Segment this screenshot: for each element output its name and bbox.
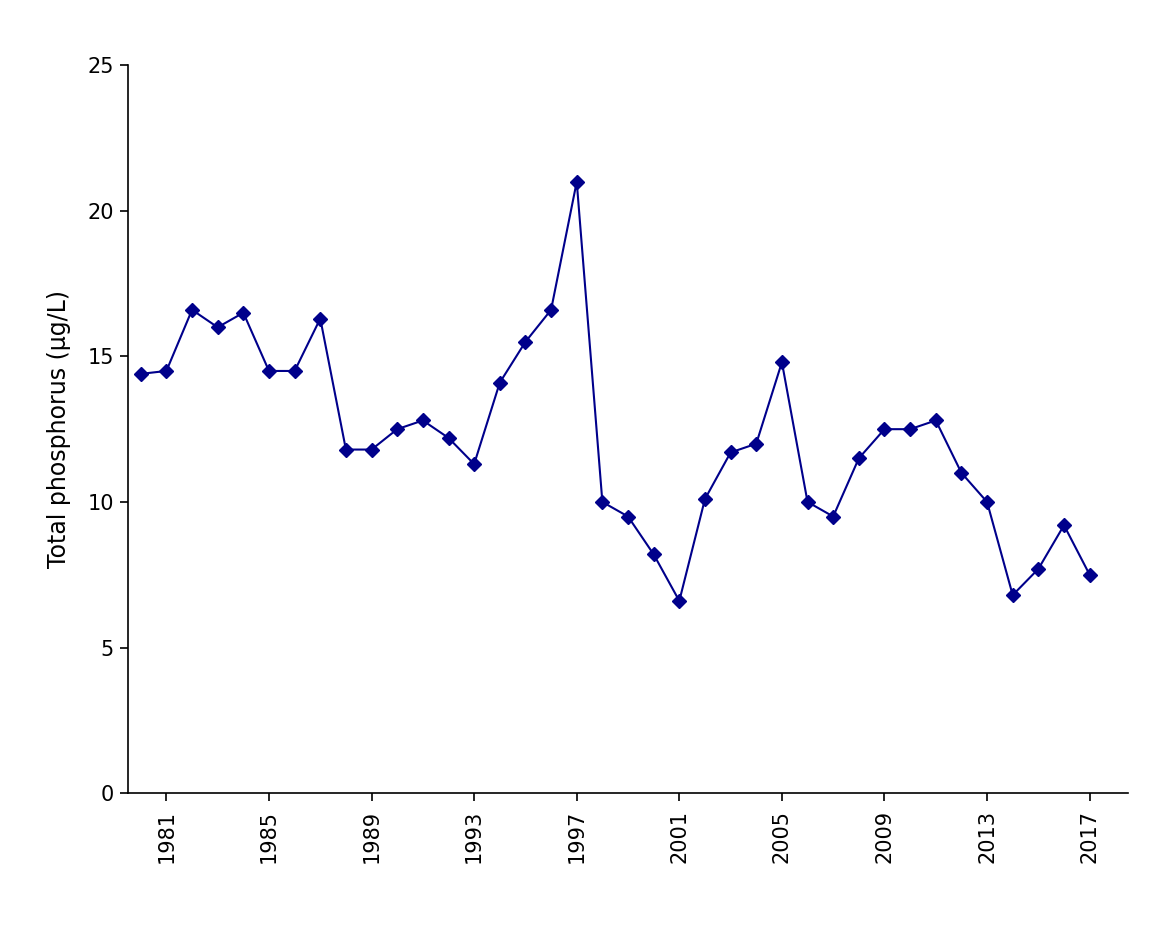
Y-axis label: Total phosphorus (μg/L): Total phosphorus (μg/L) bbox=[47, 290, 71, 568]
